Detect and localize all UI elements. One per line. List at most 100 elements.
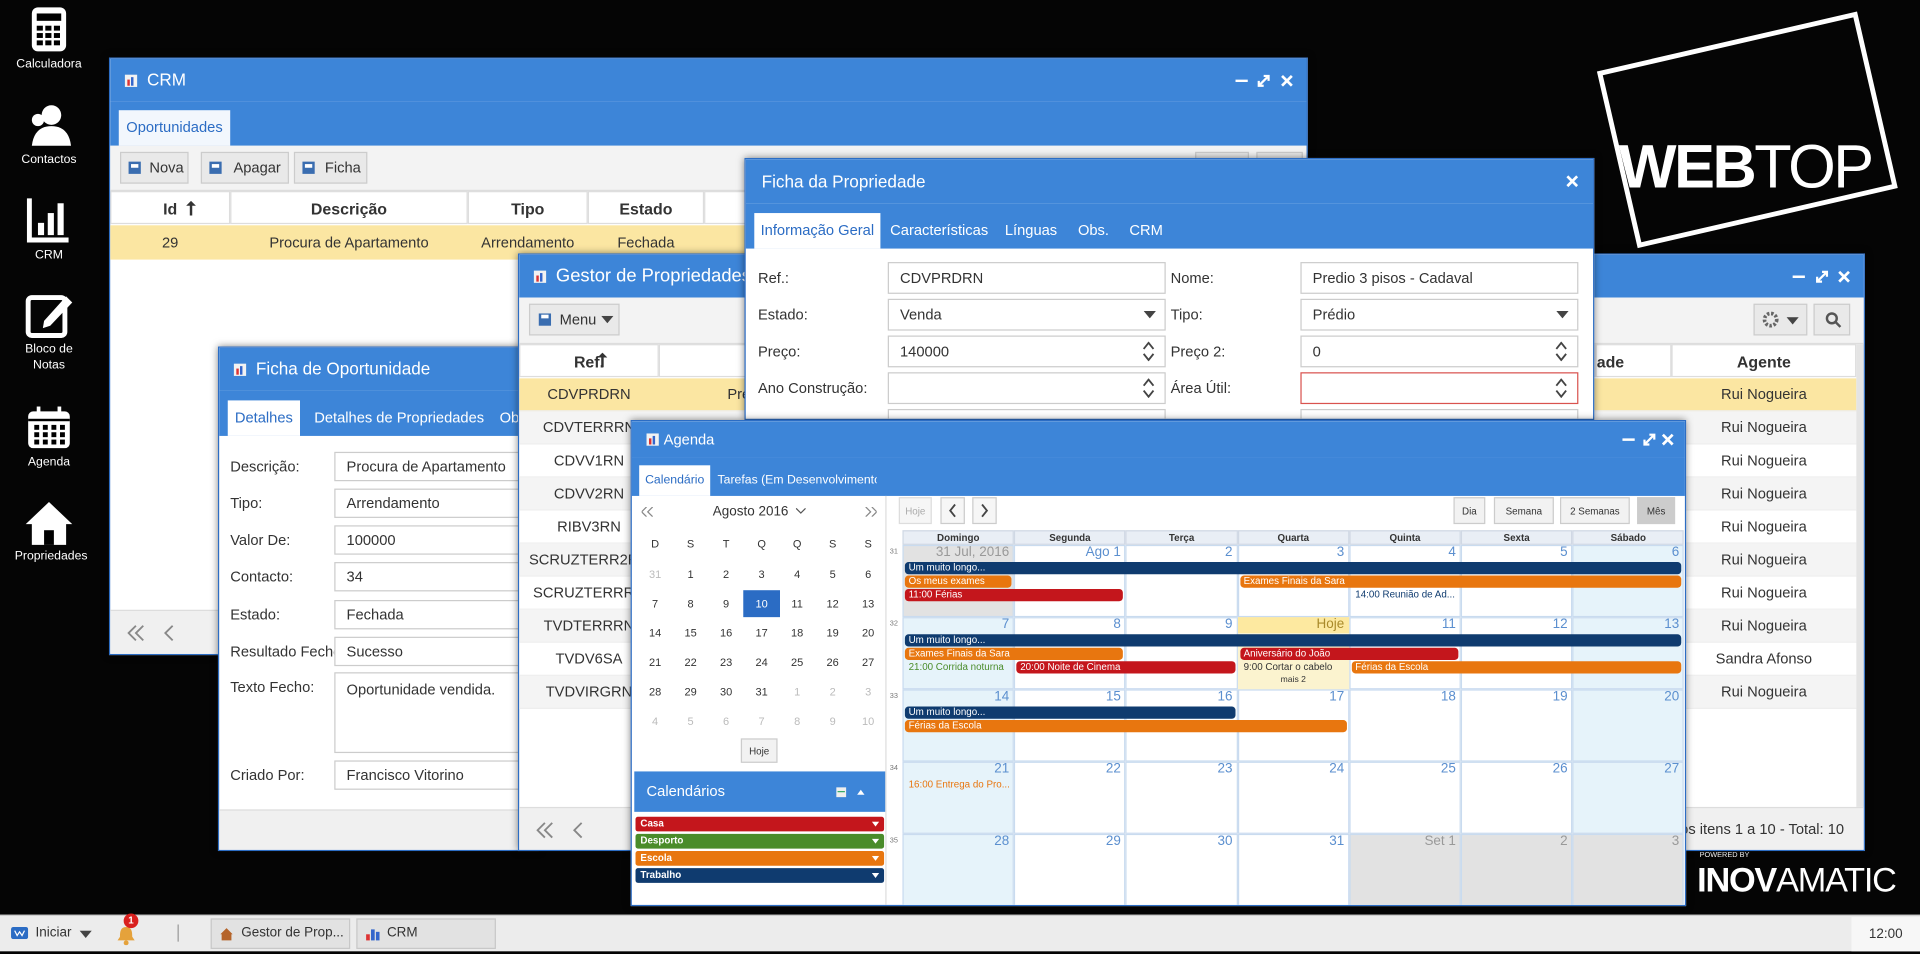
more-link[interactable]: mais 2: [1280, 675, 1306, 685]
today-button[interactable]: Hoje: [898, 497, 932, 525]
mini-day[interactable]: 21: [648, 656, 662, 669]
mini-day[interactable]: 5: [687, 715, 694, 728]
day-cell[interactable]: [1460, 689, 1573, 762]
mini-day[interactable]: 6: [723, 715, 730, 728]
mini-day[interactable]: 22: [684, 656, 697, 669]
calendar-item[interactable]: Trabalho: [635, 868, 885, 883]
tab[interactable]: Línguas: [1004, 221, 1058, 239]
window-close[interactable]: [1837, 269, 1852, 284]
event-bar[interactable]: Um muito longo...: [904, 634, 1682, 647]
text-input[interactable]: Predio 3 pisos - Cadaval: [1300, 262, 1579, 294]
text-input[interactable]: Venda: [887, 298, 1166, 331]
day-cell[interactable]: [1237, 761, 1350, 834]
calendar-item[interactable]: Desporto: [635, 833, 885, 849]
mini-day[interactable]: 31: [755, 685, 768, 698]
mini-day[interactable]: 1: [687, 568, 694, 581]
column-header[interactable]: Tipo: [467, 191, 588, 225]
text-input[interactable]: Procura de Apartamento: [334, 451, 538, 482]
mini-day[interactable]: 2: [829, 685, 836, 698]
mini-day[interactable]: 6: [865, 568, 872, 581]
tab-active[interactable]: Detalhes: [227, 400, 301, 436]
window-close[interactable]: [1660, 432, 1675, 447]
column-header[interactable]: Descrição: [230, 191, 468, 225]
view-button[interactable]: Semana: [1493, 497, 1554, 525]
nav-button[interactable]: [972, 497, 997, 525]
day-cell[interactable]: [902, 761, 1015, 834]
day-cell[interactable]: [1349, 761, 1461, 834]
task-button[interactable]: Gestor de Prop...: [210, 918, 351, 949]
mini-day[interactable]: 7: [758, 715, 765, 728]
toolbar-button[interactable]: Ficha: [293, 151, 368, 184]
desktop-icon[interactable]: [24, 6, 73, 55]
text-input[interactable]: [1300, 372, 1579, 405]
window-min[interactable]: [1234, 73, 1249, 88]
desktop-icon[interactable]: [24, 291, 73, 340]
toolbar-button[interactable]: Nova: [120, 151, 189, 184]
text-input[interactable]: Sucesso: [334, 636, 538, 667]
mini-day[interactable]: 24: [755, 656, 768, 669]
desktop-icon[interactable]: [24, 196, 73, 245]
mini-day[interactable]: 31: [648, 568, 662, 581]
text-input[interactable]: 100000: [334, 525, 538, 555]
toolbar-button[interactable]: Apagar: [200, 151, 289, 184]
event-bar[interactable]: Um muito longo...: [904, 562, 1682, 575]
mini-day[interactable]: 26: [826, 656, 839, 669]
notifications[interactable]: [116, 926, 136, 946]
task-button[interactable]: CRM: [356, 918, 496, 949]
event-label[interactable]: 14:00 Reunião de Ad...: [1355, 588, 1455, 601]
event-bar[interactable]: 20:00 Noite de Cinema: [1016, 661, 1235, 674]
mini-day[interactable]: 14: [648, 626, 662, 640]
desktop-icon-label[interactable]: Contactos: [21, 153, 77, 167]
tab[interactable]: CRM: [1129, 221, 1163, 239]
mini-day[interactable]: 25: [791, 656, 804, 669]
tab-active[interactable]: Informação Geral: [754, 213, 881, 249]
day-cell[interactable]: [1572, 617, 1685, 690]
text-input[interactable]: 0: [1300, 335, 1579, 368]
mini-day[interactable]: 9: [829, 715, 836, 728]
column-header[interactable]: ade: [1595, 344, 1672, 378]
window-min[interactable]: [1791, 269, 1806, 284]
start-button[interactable]: Iniciar: [4, 918, 100, 947]
tab-active[interactable]: Calendário: [639, 465, 711, 496]
mini-day[interactable]: 10: [743, 590, 781, 618]
text-input[interactable]: Prédio: [1300, 298, 1579, 331]
event-bar[interactable]: 11:00 Férias: [904, 588, 1124, 602]
window-min[interactable]: [1621, 432, 1636, 447]
mini-day[interactable]: 28: [648, 685, 662, 698]
mini-day[interactable]: 18: [791, 626, 804, 640]
window-close[interactable]: [1280, 73, 1295, 88]
event-bar[interactable]: Um muito longo...: [904, 706, 1236, 719]
mini-day[interactable]: 29: [684, 685, 697, 698]
mini-day[interactable]: 23: [719, 656, 733, 669]
mini-day[interactable]: 15: [684, 626, 697, 640]
window-max[interactable]: [1256, 73, 1271, 88]
window-max[interactable]: [1642, 432, 1657, 447]
text-input[interactable]: Francisco Vitorino: [334, 760, 538, 790]
mini-day[interactable]: 13: [862, 597, 875, 610]
mini-day[interactable]: 1: [794, 685, 801, 698]
window-close[interactable]: [1565, 174, 1580, 189]
text-input[interactable]: CDVPRDRN: [887, 262, 1166, 294]
text-input[interactable]: 140000: [887, 335, 1166, 368]
mini-day[interactable]: 16: [719, 626, 733, 640]
mini-day[interactable]: 10: [862, 715, 875, 728]
search-button[interactable]: [1813, 303, 1851, 336]
day-cell[interactable]: [1572, 761, 1685, 834]
calendar-item[interactable]: Casa: [635, 816, 885, 832]
view-button[interactable]: 2 Semanas: [1560, 497, 1630, 525]
day-cell[interactable]: [1460, 833, 1573, 905]
text-area[interactable]: Oportunidade vendida.: [334, 672, 538, 754]
text-input[interactable]: 34: [334, 562, 538, 592]
day-cell[interactable]: [1014, 544, 1126, 618]
mini-day[interactable]: 8: [794, 715, 801, 728]
desktop-icon[interactable]: [24, 500, 73, 549]
mini-day[interactable]: 3: [865, 685, 872, 698]
calendar-item[interactable]: Escola: [635, 851, 885, 866]
view-button[interactable]: Mês: [1637, 497, 1676, 525]
settings-button[interactable]: [1753, 303, 1808, 336]
text-input[interactable]: Arrendamento: [334, 488, 538, 518]
mini-day[interactable]: 5: [829, 568, 836, 581]
menu-button[interactable]: Menu: [528, 303, 620, 336]
mini-day[interactable]: 12: [826, 597, 839, 610]
day-cell[interactable]: [1460, 617, 1573, 690]
